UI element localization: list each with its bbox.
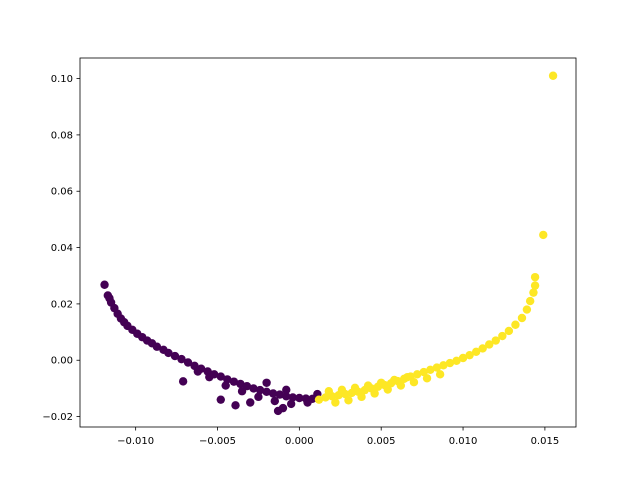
- data-point-series-0-19: [183, 358, 193, 367]
- data-point-series-1-30: [511, 320, 520, 329]
- data-point-series-1-23: [465, 350, 474, 360]
- data-point-series-0-17: [170, 351, 180, 361]
- data-point-series-1-48: [324, 387, 334, 396]
- data-point-series-0-42: [231, 401, 240, 410]
- data-point-series-1-26: [485, 340, 494, 349]
- data-point-series-0-29: [249, 384, 258, 393]
- data-point-series-0-40: [178, 377, 188, 386]
- y-tick-label: 0.10: [51, 74, 73, 85]
- data-point-series-1-35: [530, 281, 540, 290]
- data-point-series-0-53: [303, 398, 312, 407]
- x-tick-label: 0.010: [449, 436, 478, 447]
- data-point-series-1-16: [419, 367, 428, 377]
- data-point-series-1-54: [403, 372, 412, 382]
- data-point-series-0-52: [286, 399, 296, 409]
- y-tick-label: −0.02: [42, 412, 73, 423]
- data-point-series-1-20: [445, 358, 455, 368]
- points-layer: [100, 71, 558, 416]
- data-point-series-1-0: [314, 395, 324, 404]
- data-point-series-1-34: [529, 288, 538, 297]
- data-point-series-0-43: [246, 398, 255, 407]
- data-point-series-1-47: [435, 370, 445, 379]
- data-point-series-1-22: [458, 353, 468, 363]
- y-tick-label: 0.04: [51, 243, 73, 254]
- data-point-series-1-43: [383, 385, 392, 394]
- data-point-series-1-39: [331, 398, 340, 407]
- data-point-series-1-36: [530, 272, 540, 282]
- data-point-series-1-51: [363, 381, 373, 390]
- y-axis: −0.02 0.00 0.02 0.04 0.06 0.08 0.10: [42, 74, 80, 423]
- data-point-series-0-45: [278, 403, 288, 413]
- x-tick-label: 0.000: [285, 436, 314, 447]
- data-point-series-0-18: [177, 354, 186, 364]
- data-point-series-1-46: [422, 374, 432, 383]
- plot-area-frame: [79, 57, 577, 428]
- data-point-series-1-50: [350, 383, 360, 393]
- data-point-series-0-55: [282, 385, 291, 395]
- data-point-series-1-41: [357, 392, 366, 402]
- data-point-series-0-0: [100, 280, 109, 289]
- data-point-series-0-35: [288, 393, 298, 402]
- data-point-series-0-47: [205, 372, 214, 382]
- data-point-series-1-17: [426, 365, 435, 375]
- data-point-series-1-44: [396, 381, 406, 390]
- data-point-series-0-14: [152, 342, 162, 351]
- data-point-series-1-25: [478, 344, 487, 353]
- data-point-series-1-31: [517, 313, 527, 323]
- data-point-series-1-42: [370, 389, 379, 398]
- data-point-series-1-33: [525, 296, 535, 306]
- data-point-series-0-33: [275, 390, 284, 399]
- data-point-series-1-38: [548, 71, 558, 80]
- data-point-series-0-51: [270, 396, 279, 406]
- data-point-series-1-37: [539, 230, 548, 240]
- data-point-series-1-19: [439, 361, 448, 370]
- data-point-series-0-54: [262, 378, 271, 387]
- y-tick-label: 0.08: [51, 130, 73, 141]
- data-point-series-1-15: [413, 370, 422, 379]
- data-point-series-0-41: [216, 395, 225, 404]
- data-point-series-0-16: [164, 348, 173, 358]
- data-point-series-1-29: [504, 326, 514, 336]
- data-point-series-0-32: [268, 389, 278, 398]
- y-tick-label: 0.00: [51, 356, 73, 367]
- data-point-series-1-28: [498, 331, 507, 341]
- data-point-series-0-26: [229, 377, 239, 386]
- data-point-series-0-50: [254, 392, 263, 402]
- data-point-series-1-40: [344, 396, 353, 405]
- x-tick-label: −0.005: [199, 436, 236, 447]
- x-tick-label: 0.015: [531, 436, 560, 447]
- data-point-series-1-27: [491, 336, 500, 345]
- data-point-series-1-21: [452, 356, 461, 366]
- data-point-series-1-45: [409, 378, 419, 387]
- data-point-series-0-34: [282, 392, 291, 401]
- y-tick-label: 0.02: [51, 299, 73, 310]
- data-point-series-0-27: [236, 379, 245, 389]
- data-point-series-1-53: [390, 375, 399, 385]
- data-point-series-1-24: [471, 347, 481, 356]
- data-point-series-1-52: [377, 378, 386, 387]
- data-point-series-0-36: [295, 393, 304, 403]
- data-point-series-1-49: [337, 385, 347, 395]
- data-point-series-0-30: [255, 385, 265, 395]
- y-tick-label: 0.06: [51, 187, 73, 198]
- data-point-series-0-31: [262, 387, 271, 396]
- data-point-series-0-49: [237, 387, 247, 396]
- x-axis: −0.010 −0.005 0.000 0.005 0.010 0.015: [117, 427, 559, 447]
- data-point-series-0-48: [221, 381, 230, 390]
- data-point-series-0-46: [193, 367, 203, 376]
- x-tick-label: 0.005: [367, 436, 396, 447]
- data-point-series-1-18: [432, 363, 442, 372]
- data-point-series-1-1: [321, 393, 330, 402]
- data-point-series-0-24: [216, 372, 225, 381]
- data-point-series-1-32: [522, 305, 532, 314]
- x-tick-label: −0.010: [117, 436, 154, 447]
